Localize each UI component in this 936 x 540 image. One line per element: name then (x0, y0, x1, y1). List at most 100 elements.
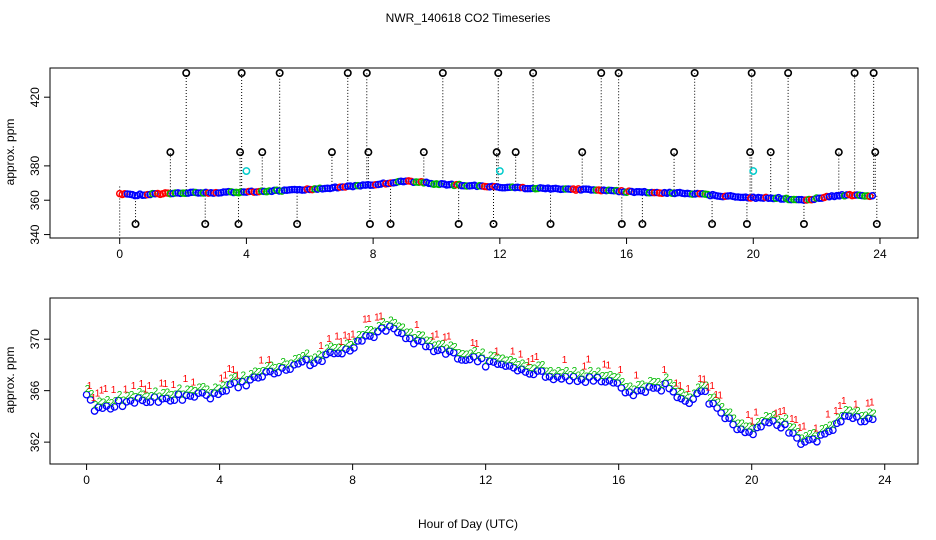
series-3-point (146, 398, 155, 406)
series-2-marker: 2 (524, 361, 530, 372)
series-1-marker: 1 (470, 338, 476, 349)
baseline-point (815, 194, 823, 202)
series-2-marker: 2 (811, 428, 817, 439)
series-2-marker: 2 (628, 381, 634, 392)
series-3-point (844, 412, 853, 421)
spike-low-point (546, 220, 555, 229)
baseline-point (736, 193, 745, 202)
series-3-point (581, 378, 590, 387)
series-1-marker: 1 (673, 379, 679, 390)
series-2-marker: 2 (819, 424, 825, 435)
series-1-marker: 1 (143, 384, 149, 395)
series-3-point (294, 359, 302, 368)
series-3-point (278, 364, 286, 372)
series-1-marker: 1 (789, 414, 795, 425)
series-2-marker: 2 (368, 325, 374, 336)
series-3-point (445, 347, 454, 356)
series-3-point (477, 354, 486, 363)
baseline-point (280, 186, 289, 194)
x-tick-label: 24 (873, 247, 887, 261)
bottom-y-axis-label: approx. ppm (3, 347, 17, 414)
y-tick-label: 360 (28, 190, 42, 210)
series-2-marker: 2 (256, 367, 262, 378)
series-3-point (182, 391, 191, 400)
baseline-point (351, 181, 360, 190)
series-2-marker: 2 (576, 371, 582, 382)
baseline-point (387, 179, 395, 187)
series-2-marker: 2 (404, 328, 410, 339)
series-2-marker: 2 (847, 405, 853, 416)
series-1-marker: 1 (378, 311, 384, 322)
series-3-point (210, 389, 219, 397)
series-2-marker: 2 (220, 381, 226, 392)
series-1-marker: 1 (797, 423, 803, 434)
series-2-marker: 2 (608, 370, 614, 381)
baseline-point (460, 182, 469, 190)
series-2-marker: 2 (512, 357, 518, 368)
series-1-marker: 1 (446, 331, 452, 342)
series-1-marker: 1 (131, 381, 137, 392)
baseline-point (229, 188, 238, 197)
baseline-point (121, 190, 129, 198)
series-3-point (868, 415, 877, 424)
series-3-point (382, 327, 390, 335)
series-3-point (585, 373, 594, 381)
series-2-marker: 2 (228, 373, 234, 384)
series-3-point (661, 379, 670, 388)
series-3-point (613, 379, 622, 387)
series-3-point (413, 336, 422, 345)
series-3-point (485, 357, 494, 366)
top-plot-frame (49, 67, 919, 239)
series-2-marker: 2 (560, 368, 566, 379)
series-1-marker: 1 (442, 332, 448, 343)
series-2-marker: 2 (520, 359, 526, 370)
spike-low-point (489, 220, 498, 229)
x-tick-label: 4 (243, 247, 250, 261)
series-2-marker: 2 (189, 385, 195, 396)
baseline-point (453, 180, 461, 189)
series-3-point (848, 414, 857, 423)
series-3-point (138, 396, 147, 405)
series-2-marker: 2 (460, 349, 466, 360)
baseline-point (549, 184, 557, 193)
spike-high-point (784, 69, 793, 78)
baseline-point (359, 181, 367, 189)
spike-high-point (869, 69, 878, 78)
y-tick-label: 362 (28, 432, 42, 452)
x-axis-label: Hour of Day (UTC) (418, 517, 518, 531)
spike-low-point (708, 220, 717, 229)
series-3-point (405, 334, 414, 343)
baseline-point (777, 195, 785, 203)
series-2-marker: 2 (296, 353, 302, 364)
series-1-marker: 1 (869, 397, 875, 408)
series-3-point (597, 377, 606, 386)
series-2-marker: 2 (651, 377, 657, 388)
series-1-marker: 1 (793, 415, 799, 426)
series-3-point (258, 372, 267, 381)
series-3-point (461, 356, 470, 364)
baseline-point (463, 182, 471, 190)
series-2-marker: 2 (604, 371, 610, 382)
spike-high-point (182, 69, 191, 78)
series-1-marker: 1 (606, 360, 612, 371)
baseline-point (579, 185, 588, 193)
series-3-point (178, 396, 187, 404)
series-2-marker: 2 (496, 353, 502, 364)
series-3-point (106, 404, 115, 413)
series-3-point (765, 418, 773, 427)
spike-low-point (234, 220, 243, 229)
series-1-marker: 1 (717, 391, 723, 402)
x-tick-label: 0 (116, 247, 123, 261)
series-3-point (525, 370, 534, 378)
series-3-point (421, 342, 430, 351)
series-3-point (621, 388, 630, 397)
series-2-marker: 2 (572, 366, 578, 377)
series-2-marker: 2 (472, 346, 478, 357)
series-2-marker: 2 (648, 376, 654, 387)
series-2-marker: 2 (89, 389, 95, 400)
series-2-marker: 2 (624, 382, 630, 393)
series-3-point (864, 414, 873, 423)
series-3-point (234, 383, 243, 392)
series-1-marker: 1 (701, 375, 707, 386)
series-1-marker: 1 (434, 329, 440, 340)
